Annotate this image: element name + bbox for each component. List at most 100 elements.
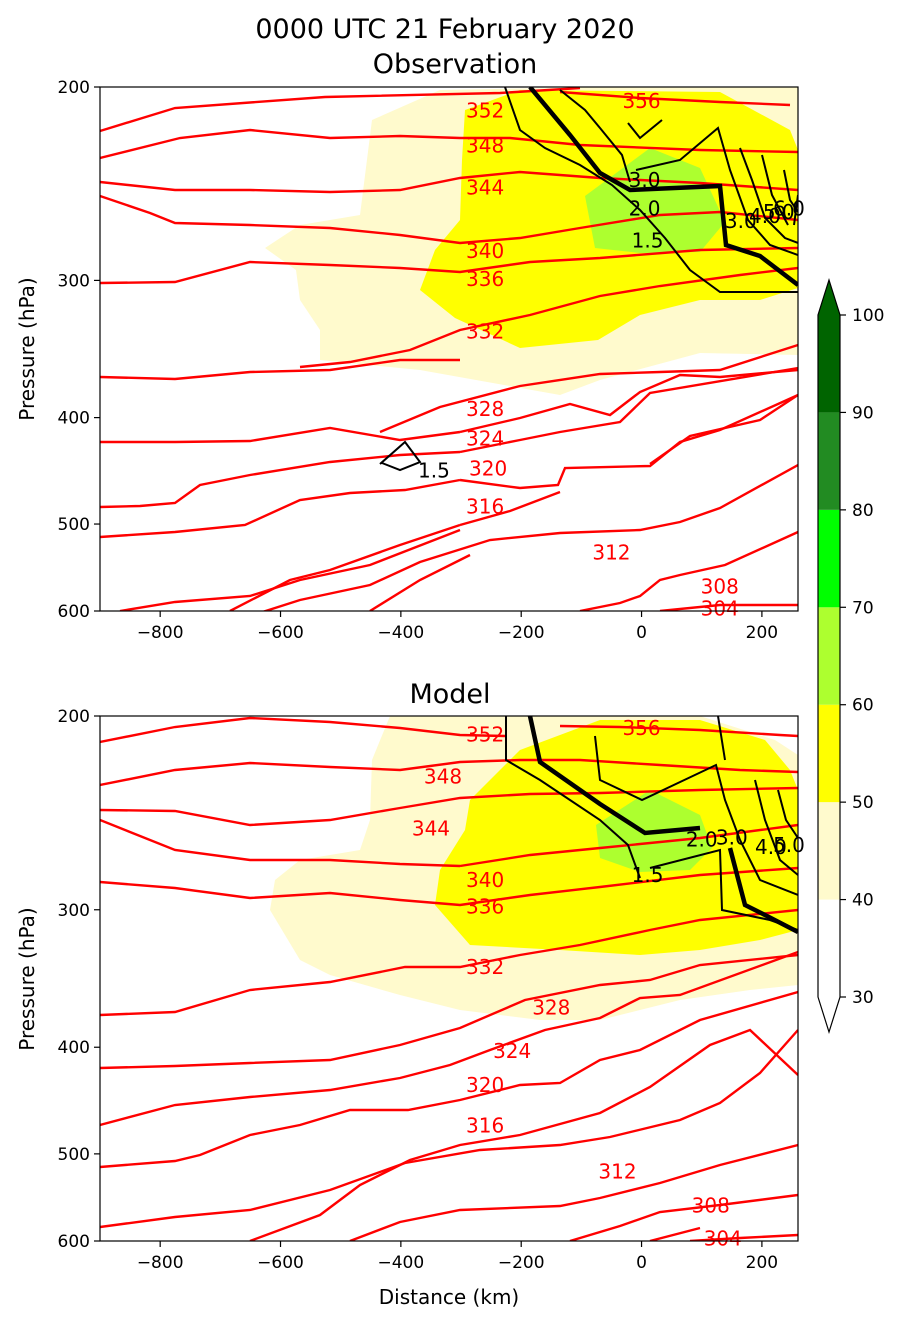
colorbar-tick-label: 70 [852, 598, 874, 618]
model-xticks: −800 −600 −400 −200 0 200 [137, 1241, 778, 1273]
pv-contour [793, 194, 798, 226]
figure-title: 0000 UTC 21 February 2020 [255, 14, 634, 45]
y-tick-label: 500 [58, 515, 90, 535]
theta-contour [261, 463, 798, 611]
theta-contour-label: 340 [466, 868, 504, 892]
colorbar: 30 40 50 60 70 80 90 100 [817, 277, 884, 1035]
x-tick-label: −400 [378, 623, 425, 643]
colorbar-tick-label: 90 [852, 403, 874, 423]
theta-contour-label: 324 [493, 1039, 531, 1063]
theta-contour [659, 603, 798, 611]
colorbar-swatch [818, 412, 840, 510]
theta-contour-label: 332 [466, 320, 504, 344]
x-tick-label: 0 [636, 1253, 647, 1273]
x-tick-label: 0 [636, 623, 647, 643]
theta-contour-label: 324 [466, 427, 504, 451]
observation-axes-frame [99, 86, 799, 612]
colorbar-swatches [817, 277, 841, 1035]
pv-contour-label: 3.0 [716, 826, 748, 850]
pv-contour [379, 440, 422, 472]
theta-contour [229, 523, 461, 611]
pv-contour-label: 3.0 [725, 209, 757, 233]
theta-contour [100, 246, 798, 285]
pv-contours-top [379, 87, 798, 472]
theta-contour [100, 426, 461, 444]
colorbar-tick-label: 100 [852, 306, 884, 326]
pv-contour [717, 716, 726, 761]
observation-xticks: −800 −600 −400 −200 0 200 [137, 611, 778, 643]
theta-contour [379, 343, 798, 434]
model-plot-area [100, 716, 798, 1241]
observation-panel: Observation [15, 49, 805, 643]
x-tick-label: −800 [137, 1253, 184, 1273]
theta-contour-label: 356 [622, 716, 660, 740]
theta-contour [369, 553, 471, 611]
theta-contour [100, 786, 798, 827]
x-tick-label: −600 [257, 623, 304, 643]
colorbar-swatch [818, 899, 840, 997]
observation-yticks: 200 300 400 500 600 [58, 78, 100, 622]
theta-contour [100, 716, 506, 744]
theta-contour-label: 340 [466, 239, 504, 263]
colorbar-swatch [818, 607, 840, 705]
y-tick-label: 600 [58, 1232, 90, 1252]
theta-contour [100, 990, 798, 1169]
x-tick-label: −200 [498, 1253, 545, 1273]
theta-contour [299, 266, 798, 369]
y-tick-label: 200 [58, 707, 90, 727]
pv-contour [627, 119, 663, 140]
theta-contour [579, 530, 798, 611]
pv-contour [504, 87, 798, 293]
colorbar-tick-label: 50 [852, 793, 874, 813]
pv-contours-bottom [505, 716, 798, 935]
theta-contour [100, 450, 461, 509]
x-tick-label: −400 [378, 1253, 425, 1273]
theta-contour [249, 1028, 798, 1241]
pv-contour-label: 1.5 [632, 863, 664, 887]
theta-contour [100, 1029, 798, 1229]
pv-contour [635, 126, 798, 256]
pv-contour-label: 2.0 [629, 196, 661, 220]
rh-60-70-region-top [585, 148, 725, 253]
pv-contour [594, 735, 798, 896]
colorbar-tick-label: 30 [852, 988, 874, 1008]
observation-plot-area [100, 87, 798, 611]
theta-contour [689, 1233, 798, 1241]
theta-contour [559, 724, 798, 738]
theta-contour-label: 356 [622, 89, 660, 113]
rh-shading-top [265, 87, 798, 395]
y-tick-label: 400 [58, 1038, 90, 1058]
colorbar-extend-high [818, 280, 840, 315]
pv-contour-label: 4.0 [755, 835, 787, 859]
theta-contour [119, 528, 461, 611]
colorbar-tick-label: 40 [852, 891, 874, 911]
theta-contour-label: 312 [592, 541, 630, 565]
pv-contour [739, 147, 798, 244]
x-tick-label: −800 [137, 623, 184, 643]
theta-contours-top [100, 87, 798, 611]
theta-contour-label: 328 [466, 397, 504, 421]
observation-title: Observation [373, 49, 537, 80]
theta-contour-label: 320 [466, 1073, 504, 1097]
x-tick-label: −200 [498, 623, 545, 643]
rh-shading-bottom [270, 716, 798, 1020]
model-yticks: 200 300 400 500 600 [58, 707, 100, 1252]
theta-contour-label: 316 [466, 495, 504, 519]
theta-contour [459, 366, 798, 454]
pv-contour-label: 2.0 [686, 828, 718, 852]
theta-contour-label: 336 [466, 267, 504, 291]
model-title: Model [409, 679, 490, 710]
pv-labels-top: 3.02.01.51.53.04.05.06.0 [418, 168, 805, 483]
y-tick-label: 400 [58, 409, 90, 429]
theta-contour-label: 352 [466, 723, 504, 747]
theta-contour-label: 332 [466, 955, 504, 979]
theta-contours-bottom [100, 716, 798, 1241]
model-panel: Model [15, 679, 805, 1309]
model-xlabel: Distance (km) [379, 1285, 519, 1309]
pv-contour [528, 87, 798, 287]
theta-labels-top: 352 3563483443403363323283243203163123083… [466, 89, 739, 621]
colorbar-swatch [818, 509, 840, 608]
theta-contour-label: 352 [466, 98, 504, 122]
pv-contour [649, 848, 798, 931]
theta-contour [100, 908, 798, 1017]
